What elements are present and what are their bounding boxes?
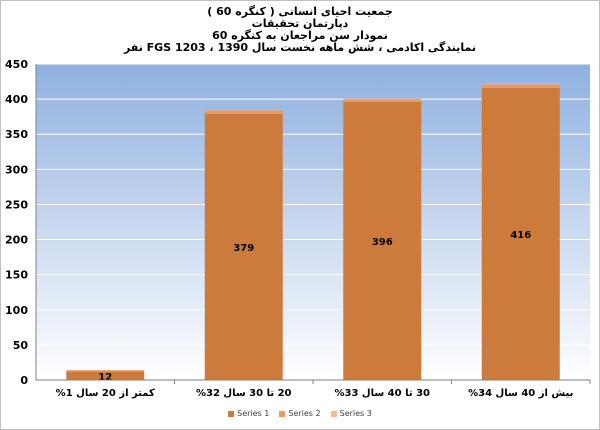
y-tick-label: 450 xyxy=(5,58,28,71)
y-tick-label: 150 xyxy=(5,269,28,282)
legend-swatch xyxy=(228,410,235,417)
bar-series-1 xyxy=(204,113,283,380)
bar-series-2 xyxy=(204,110,283,114)
y-tick-label: 350 xyxy=(5,128,28,141)
x-tick-label: بیش از 40 سال 34% xyxy=(468,388,573,399)
y-tick-label: 0 xyxy=(20,374,28,387)
x-tick-label: 20 تا 30 سال 32% xyxy=(196,388,292,399)
bar-data-label: 396 xyxy=(372,237,393,248)
legend: Series 1 Series 2 Series 3 xyxy=(0,409,600,418)
bar-series-1 xyxy=(481,87,560,381)
y-tick-label: 300 xyxy=(5,163,28,176)
bar-series-3 xyxy=(204,109,283,111)
bar-series-2 xyxy=(481,84,560,88)
bar-series-2 xyxy=(343,99,422,102)
y-tick-label: 100 xyxy=(5,304,28,317)
bar-series-2 xyxy=(66,370,145,372)
y-tick-label: 200 xyxy=(5,234,28,247)
bar-data-label: 379 xyxy=(233,243,254,254)
y-tick-label: 50 xyxy=(13,339,29,352)
x-tick-label: 30 تا 40 سال 33% xyxy=(334,388,430,399)
chart-title: جمعیت احیای انسانی ( کنگره 60 ) دپارتمان… xyxy=(0,6,600,54)
bar-series-1 xyxy=(66,371,145,380)
legend-item-series-1: Series 1 xyxy=(228,409,269,418)
y-tick-label: 250 xyxy=(5,198,28,211)
legend-item-series-2: Series 2 xyxy=(279,409,321,418)
title-line-3: نمودار سن مراجعان به کنگره 60 xyxy=(212,29,388,42)
legend-label: Series 1 xyxy=(237,409,270,418)
legend-item-series-3: Series 3 xyxy=(330,409,372,418)
x-tick-label: کمتر از 20 سال 1% xyxy=(56,388,155,399)
y-tick-label: 400 xyxy=(5,93,28,106)
legend-label: Series 2 xyxy=(288,409,321,418)
bar-data-label: 416 xyxy=(510,230,531,241)
title-line-4: نمایندگی اکادمی ، شش ماهه نخست سال 1390 … xyxy=(123,41,477,54)
title-line-2: دپارتمان تحقیقات xyxy=(251,17,349,30)
bar-series-3 xyxy=(481,83,560,85)
bar-data-label: 12 xyxy=(98,372,112,383)
legend-swatch xyxy=(279,410,286,417)
bar-series-3 xyxy=(343,98,422,100)
bar-series-1 xyxy=(343,101,422,381)
legend-swatch xyxy=(330,410,337,417)
legend-label: Series 3 xyxy=(339,409,372,418)
title-line-1: جمعیت احیای انسانی ( کنگره 60 ) xyxy=(207,5,393,18)
